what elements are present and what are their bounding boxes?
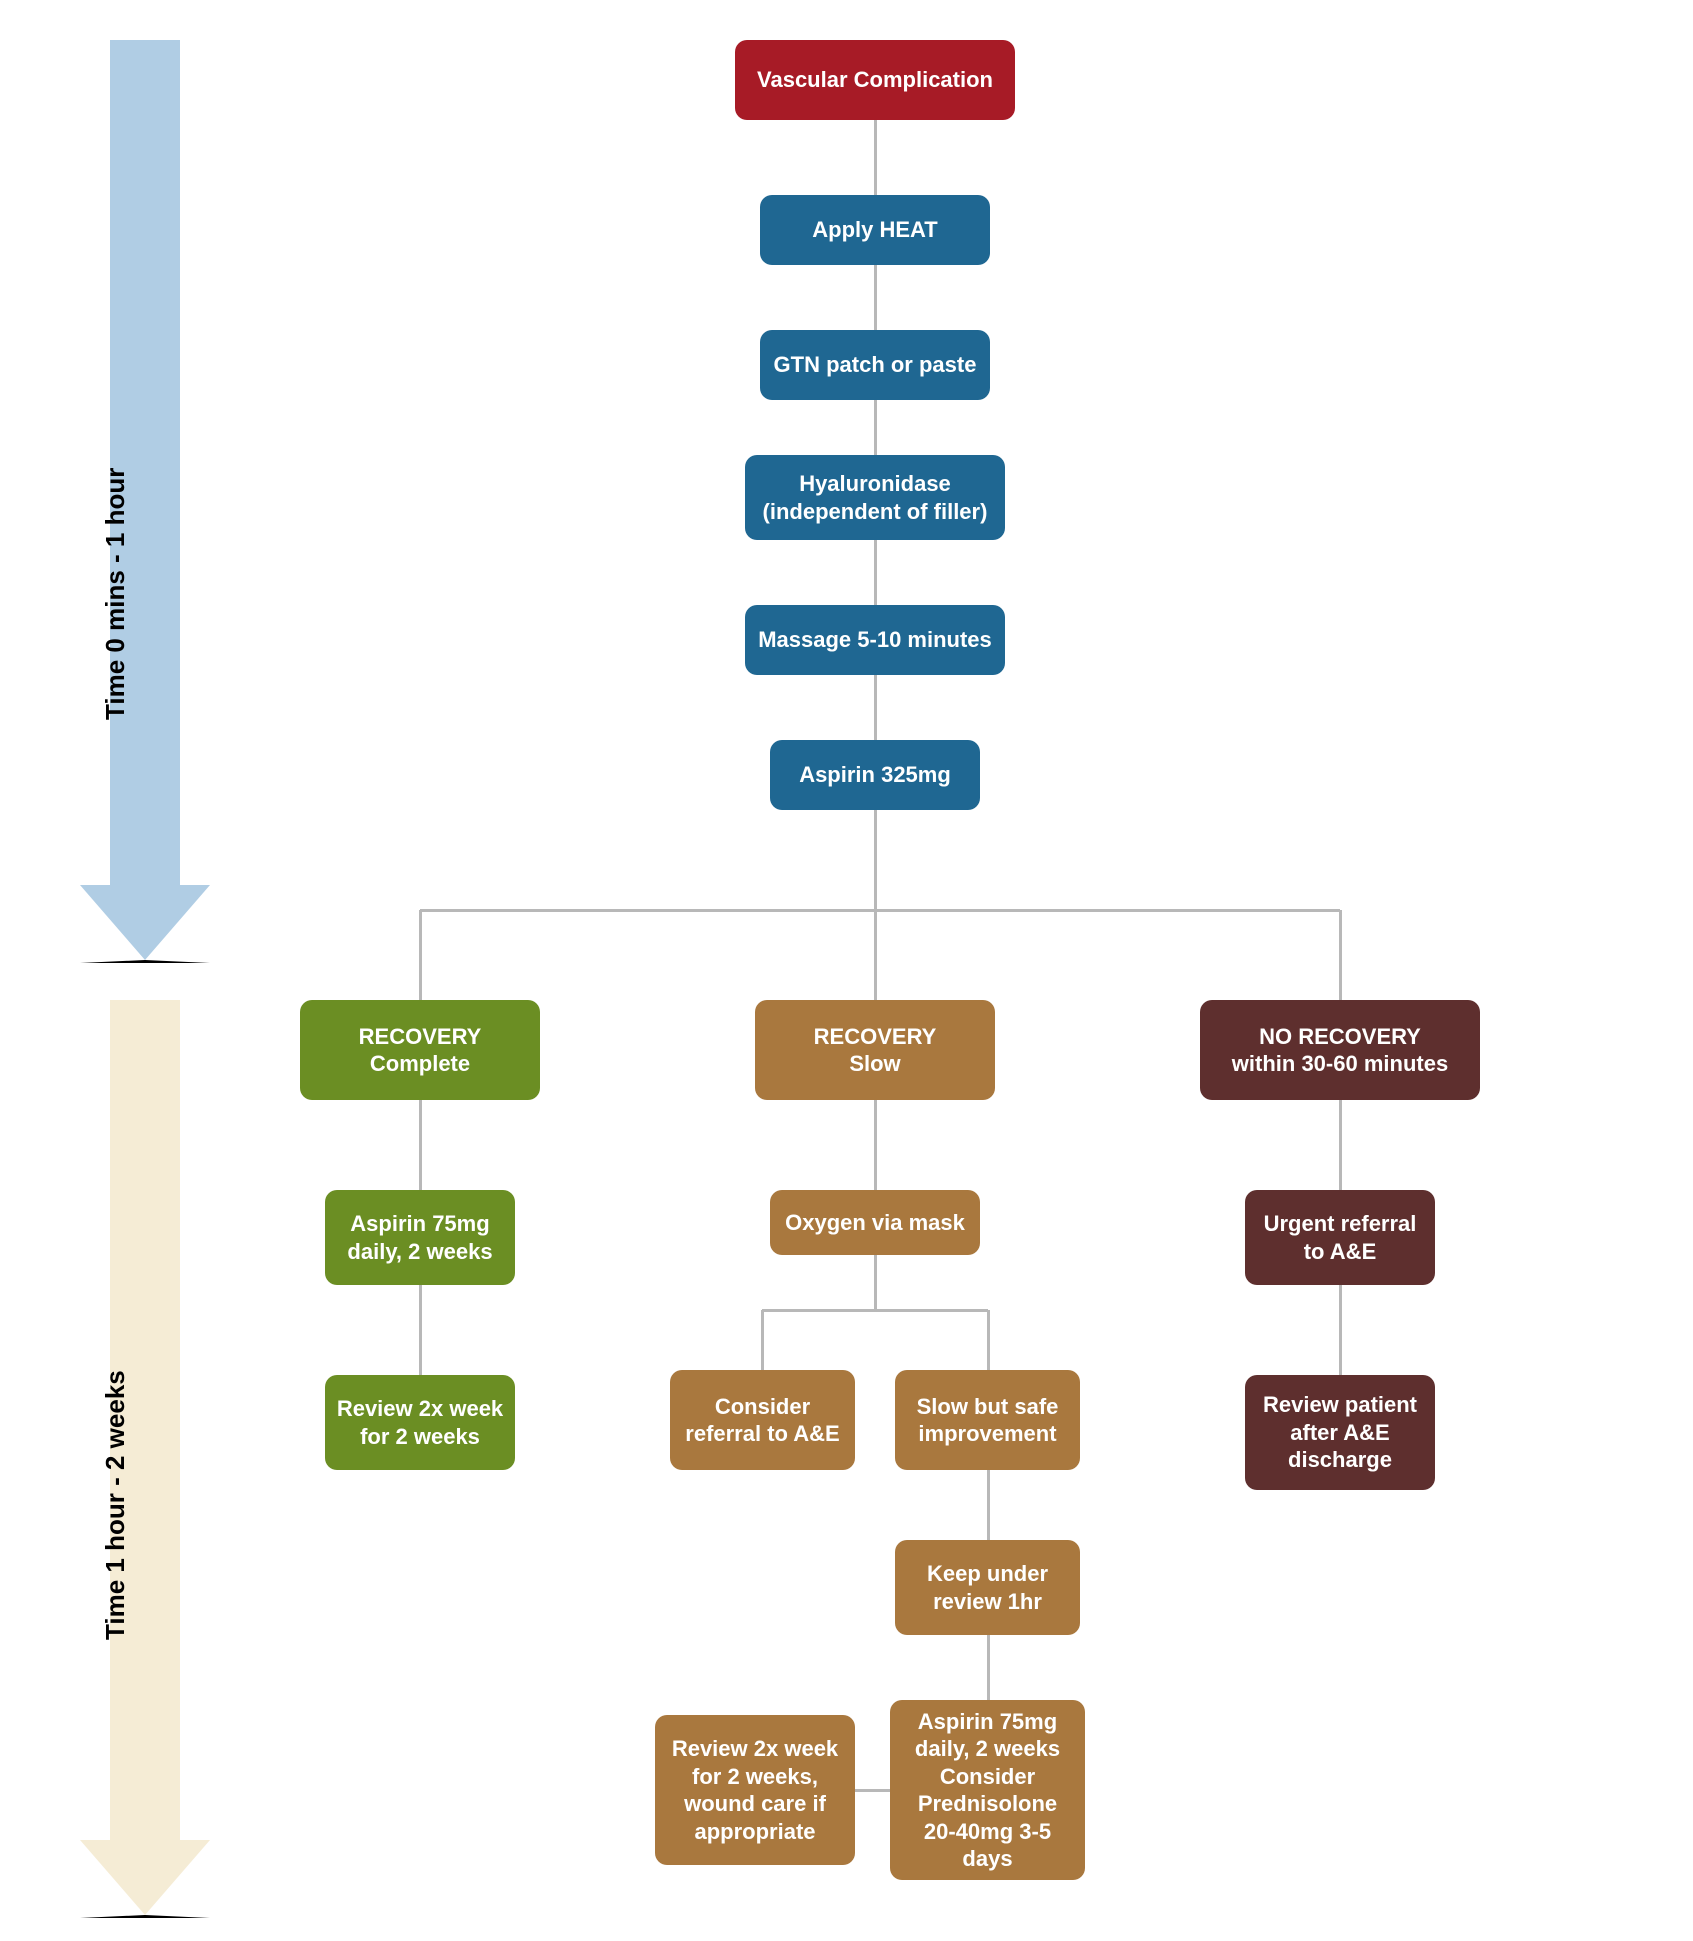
- node-n6: Aspirin 325mg: [770, 740, 980, 810]
- edge: [419, 910, 422, 1000]
- node-g1: RECOVERY Complete: [300, 1000, 540, 1100]
- node-m3: Review patient after A&E discharge: [1245, 1375, 1435, 1490]
- node-t7: Review 2x week for 2 weeks, wound care i…: [655, 1715, 855, 1865]
- node-n5: Massage 5-10 minutes: [745, 605, 1005, 675]
- timeline-label-bottom: Time 1 hour - 2 weeks: [100, 1370, 131, 1640]
- edge: [419, 1100, 422, 1190]
- edge: [874, 265, 877, 330]
- edge: [874, 400, 877, 455]
- node-t3: Consider referral to A&E: [670, 1370, 855, 1470]
- timeline-arrow-head-bottom: [80, 1840, 210, 1918]
- node-t2: Oxygen via mask: [770, 1190, 980, 1255]
- edge: [1339, 910, 1342, 1000]
- node-t6: Aspirin 75mg daily, 2 weeks Consider Pre…: [890, 1700, 1085, 1880]
- edge: [874, 810, 877, 910]
- edge: [874, 540, 877, 605]
- edge: [855, 1789, 890, 1792]
- timeline-arrow-shaft-top: [110, 40, 180, 885]
- node-n3: GTN patch or paste: [760, 330, 990, 400]
- node-n4: Hyaluronidase (independent of filler): [745, 455, 1005, 540]
- node-t5: Keep under review 1hr: [895, 1540, 1080, 1635]
- edge: [874, 1100, 877, 1190]
- edge: [761, 1310, 764, 1370]
- edge: [987, 1310, 990, 1370]
- node-n1: Vascular Complication: [735, 40, 1015, 120]
- edge: [1339, 1100, 1342, 1190]
- edge: [874, 675, 877, 740]
- node-t4: Slow but safe improvement: [895, 1370, 1080, 1470]
- edge: [420, 909, 1340, 912]
- flowchart-canvas: Time 0 mins - 1 hour Time 1 hour - 2 week…: [0, 0, 1693, 1941]
- edge: [874, 910, 877, 1000]
- timeline-arrow-head-top: [80, 885, 210, 963]
- timeline-label-top: Time 0 mins - 1 hour: [100, 468, 131, 720]
- edge: [762, 1309, 988, 1312]
- node-g2: Aspirin 75mg daily, 2 weeks: [325, 1190, 515, 1285]
- edge: [987, 1470, 990, 1540]
- edge: [874, 1255, 877, 1310]
- node-n2: Apply HEAT: [760, 195, 990, 265]
- node-m1: NO RECOVERY within 30-60 minutes: [1200, 1000, 1480, 1100]
- node-t1: RECOVERY Slow: [755, 1000, 995, 1100]
- node-m2: Urgent referral to A&E: [1245, 1190, 1435, 1285]
- edge: [874, 120, 877, 195]
- edge: [419, 1285, 422, 1375]
- edge: [1339, 1285, 1342, 1375]
- edge: [987, 1635, 990, 1700]
- node-g3: Review 2x week for 2 weeks: [325, 1375, 515, 1470]
